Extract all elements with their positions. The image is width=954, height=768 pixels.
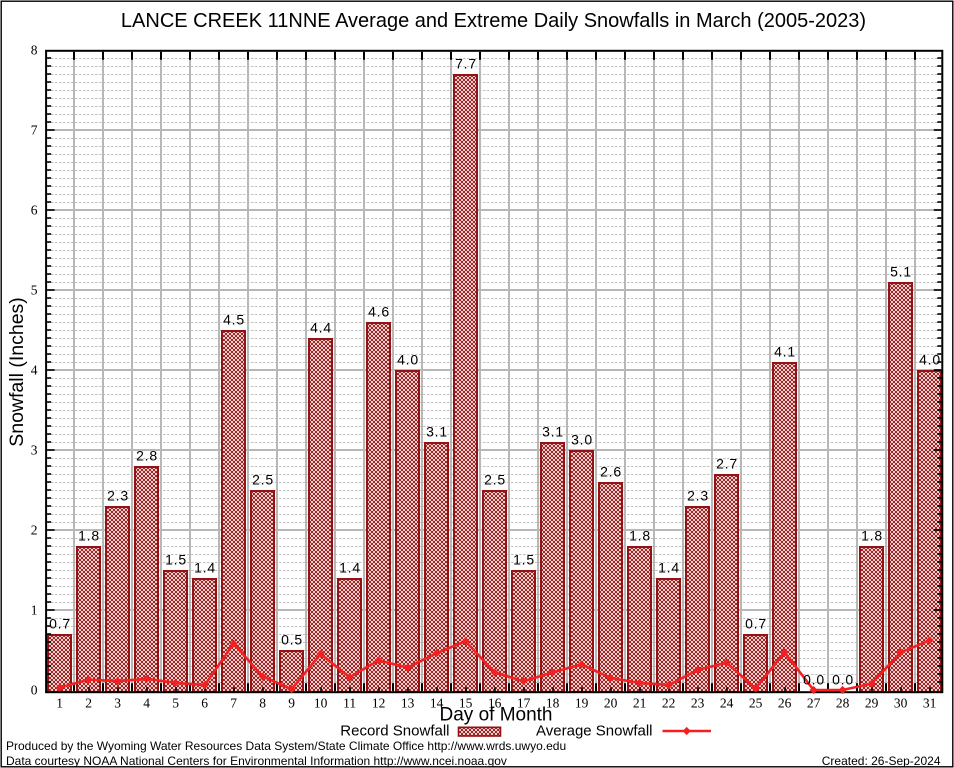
svg-text:2: 2 (85, 696, 92, 711)
svg-text:4.0: 4.0 (397, 352, 419, 368)
svg-text:4.6: 4.6 (368, 304, 390, 320)
svg-text:26: 26 (778, 696, 792, 711)
svg-text:28: 28 (836, 696, 850, 711)
svg-text:1.8: 1.8 (861, 528, 883, 544)
svg-text:0.0: 0.0 (832, 672, 854, 688)
svg-text:19: 19 (575, 696, 589, 711)
svg-text:3: 3 (31, 443, 38, 458)
svg-text:LANCE CREEK 11NNE Average and: LANCE CREEK 11NNE Average and Extreme Da… (121, 10, 866, 32)
svg-text:31: 31 (923, 696, 937, 711)
svg-text:29: 29 (865, 696, 879, 711)
svg-text:0.7: 0.7 (49, 616, 71, 632)
svg-text:Average Snowfall: Average Snowfall (536, 723, 652, 740)
svg-text:1.4: 1.4 (658, 560, 680, 576)
svg-text:2.5: 2.5 (252, 472, 274, 488)
svg-text:7: 7 (31, 123, 38, 138)
svg-text:9: 9 (288, 696, 295, 711)
svg-text:24: 24 (720, 696, 734, 711)
svg-text:10: 10 (314, 696, 328, 711)
svg-text:Snowfall (Inches): Snowfall (Inches) (6, 297, 28, 447)
svg-text:2.6: 2.6 (600, 464, 622, 480)
svg-text:2.5: 2.5 (484, 472, 506, 488)
svg-text:16: 16 (488, 696, 502, 711)
svg-text:18: 18 (546, 696, 560, 711)
svg-text:4: 4 (31, 363, 38, 378)
svg-text:27: 27 (807, 696, 821, 711)
svg-text:14: 14 (430, 696, 444, 711)
svg-text:2.3: 2.3 (107, 488, 129, 504)
svg-text:30: 30 (894, 696, 908, 711)
svg-text:0.0: 0.0 (803, 672, 825, 688)
svg-text:15: 15 (459, 696, 473, 711)
svg-text:Day of Month: Day of Month (440, 705, 553, 726)
svg-text:7.7: 7.7 (455, 56, 477, 72)
svg-text:1.5: 1.5 (165, 552, 187, 568)
svg-text:6: 6 (201, 696, 208, 711)
svg-text:Created: 26-Sep-2024: Created: 26-Sep-2024 (822, 754, 941, 768)
svg-text:20: 20 (604, 696, 618, 711)
svg-text:1.8: 1.8 (78, 528, 100, 544)
svg-text:Data courtesy NOAA National Ce: Data courtesy NOAA National Centers for … (6, 754, 507, 768)
svg-text:1.4: 1.4 (194, 560, 216, 576)
svg-text:12: 12 (372, 696, 386, 711)
svg-text:Produced by the Wyoming Water: Produced by the Wyoming Water Resources … (6, 739, 566, 753)
svg-text:1.4: 1.4 (339, 560, 361, 576)
svg-text:2: 2 (31, 523, 38, 538)
svg-text:4.1: 4.1 (774, 344, 796, 360)
svg-text:3.0: 3.0 (571, 432, 593, 448)
svg-text:6: 6 (31, 203, 38, 218)
svg-text:13: 13 (401, 696, 415, 711)
svg-text:5.1: 5.1 (890, 264, 912, 280)
svg-text:4.5: 4.5 (223, 312, 245, 328)
svg-text:3: 3 (114, 696, 121, 711)
svg-text:11: 11 (343, 696, 356, 711)
svg-text:8: 8 (31, 43, 38, 58)
svg-text:1.5: 1.5 (513, 552, 535, 568)
svg-text:2.8: 2.8 (136, 448, 158, 464)
svg-text:0: 0 (31, 683, 38, 698)
svg-text:0.7: 0.7 (745, 616, 767, 632)
svg-text:2.7: 2.7 (716, 456, 738, 472)
svg-text:1.8: 1.8 (629, 528, 651, 544)
svg-text:1: 1 (31, 603, 38, 618)
svg-text:2.3: 2.3 (687, 488, 709, 504)
svg-text:3.1: 3.1 (426, 424, 448, 440)
svg-text:4: 4 (143, 696, 150, 711)
svg-text:17: 17 (517, 696, 531, 711)
svg-text:4.0: 4.0 (919, 352, 941, 368)
svg-text:5: 5 (172, 696, 179, 711)
svg-text:4.4: 4.4 (310, 320, 332, 336)
svg-text:5: 5 (31, 283, 38, 298)
svg-text:8: 8 (259, 696, 266, 711)
svg-text:7: 7 (230, 696, 237, 711)
svg-text:21: 21 (633, 696, 647, 711)
svg-text:23: 23 (691, 696, 705, 711)
svg-text:Record Snowfall: Record Snowfall (340, 723, 449, 740)
svg-text:0.5: 0.5 (281, 632, 303, 648)
svg-text:1: 1 (56, 696, 63, 711)
svg-text:3.1: 3.1 (542, 424, 564, 440)
svg-text:22: 22 (662, 696, 676, 711)
svg-text:25: 25 (749, 696, 763, 711)
